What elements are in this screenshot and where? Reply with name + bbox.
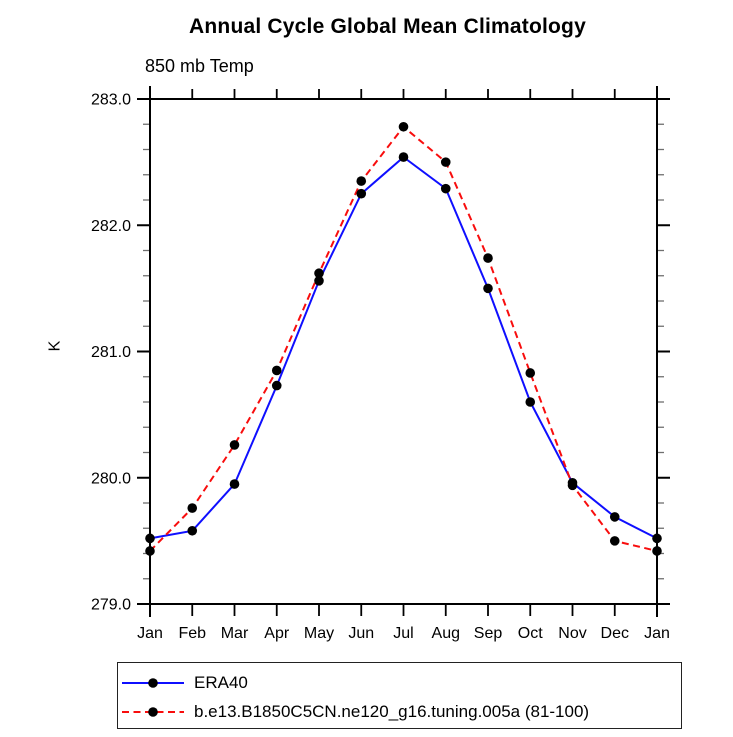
x-tick-label: Nov — [558, 625, 586, 642]
data-point — [356, 188, 367, 199]
y-tick-label: 280.0 — [91, 470, 131, 487]
legend-line-sample-solid — [122, 677, 184, 688]
x-tick-label: Jul — [393, 625, 413, 642]
data-point — [609, 536, 620, 546]
data-point — [356, 176, 367, 186]
legend-sample-marker — [148, 706, 158, 717]
data-point — [440, 183, 451, 194]
x-tick-label: Jun — [348, 625, 374, 642]
data-point — [145, 546, 155, 556]
data-point — [145, 533, 155, 544]
data-point — [271, 365, 282, 376]
data-point — [483, 253, 493, 263]
x-tick-label: Dec — [601, 625, 629, 642]
chart-title: Annual Cycle Global Mean Climatology — [189, 15, 586, 38]
x-tick-label: Mar — [221, 625, 249, 642]
chart-subtitle: 850 mb Temp — [145, 56, 254, 76]
x-tick-label: Jan — [137, 625, 163, 642]
y-tick-label: 282.0 — [91, 218, 131, 235]
data-point — [567, 480, 578, 491]
x-tick-label: Apr — [264, 625, 290, 642]
data-point — [314, 276, 324, 286]
x-tick-label: May — [304, 625, 334, 642]
data-point — [398, 121, 409, 132]
legend-entry-era40: ERA40 — [118, 668, 681, 697]
x-tick-label: Sep — [474, 625, 503, 642]
x-tick-label: Aug — [432, 625, 460, 642]
legend-box: ERA40 b.e13.B1850C5CN.ne120_g16.tuning.0… — [117, 662, 682, 729]
data-point — [652, 546, 662, 556]
data-point — [229, 440, 240, 450]
legend-label-era40: ERA40 — [194, 672, 248, 692]
legend-sample-marker — [148, 677, 158, 688]
data-point — [271, 380, 282, 391]
y-tick-label: 279.0 — [91, 597, 131, 614]
data-point — [229, 479, 240, 489]
y-tick-label: 283.0 — [91, 92, 131, 109]
data-point — [314, 268, 324, 279]
series-line-0 — [149, 155, 658, 540]
series-line-1 — [149, 125, 658, 552]
legend-entry-model: b.e13.B1850C5CN.ne120_g16.tuning.005a (8… — [118, 697, 681, 726]
data-point — [525, 397, 536, 407]
data-point — [609, 512, 620, 522]
data-point — [398, 152, 409, 162]
y-tick-label: 281.0 — [91, 344, 131, 361]
data-point — [187, 503, 198, 513]
legend-label-model: b.e13.B1850C5CN.ne120_g16.tuning.005a (8… — [194, 701, 590, 721]
x-tick-label: Feb — [178, 625, 206, 642]
data-point — [187, 525, 198, 536]
x-tick-label: Oct — [518, 625, 543, 642]
x-tick-label: Jan — [644, 625, 670, 642]
data-point — [525, 368, 536, 378]
legend-line-sample-dashed — [122, 706, 184, 717]
data-point — [652, 533, 662, 544]
data-point — [440, 157, 451, 167]
data-point — [483, 283, 493, 294]
